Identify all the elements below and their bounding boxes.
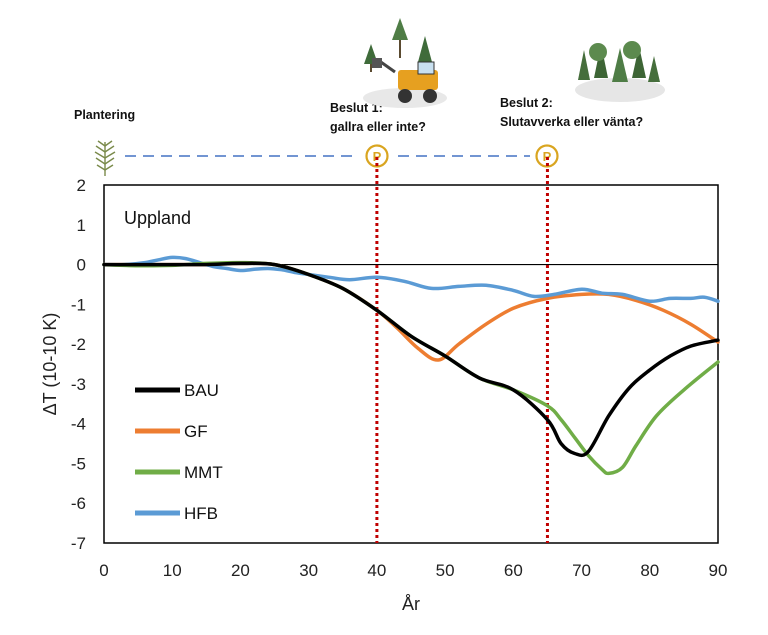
series-line-hfb [102,255,720,304]
y-tick-label-1: 1 [77,216,86,235]
harvester-forest-icon [363,18,447,108]
y-tick-label--1: -1 [71,295,86,314]
y-axis-ticks: 2 1 0 -1 -2 -3 -4 -5 -6 -7 [71,176,86,553]
decision-1-question: gallra eller inte? [330,120,426,134]
legend-label-gf: GF [184,422,208,441]
decision-1-title: Beslut 1: [330,101,383,115]
planting-label: Plantering [74,108,135,122]
x-tick-label-30: 30 [299,561,318,580]
x-tick-label-50: 50 [436,561,455,580]
x-axis-ticks: 0 10 20 30 40 50 60 70 80 90 [99,561,727,580]
y-axis-title: ΔT (10-10 K) [40,313,60,416]
decision-marker-2-letter: P [543,149,552,164]
region-label: Uppland [124,208,191,228]
y-tick-label--5: -5 [71,454,86,473]
series-line-gf [102,261,720,362]
x-tick-label-0: 0 [99,561,108,580]
decision-marker-1-letter: P [373,149,382,164]
y-tick-label-2: 2 [77,176,86,195]
y-tick-label--2: -2 [71,335,86,354]
x-tick-label-10: 10 [163,561,182,580]
y-tick-label--6: -6 [71,494,86,513]
decision-marker-1: P [365,144,389,168]
decision-lines [375,157,549,543]
decision-marker-2: P [535,144,559,168]
y-tick-label--4: -4 [71,415,86,434]
y-tick-label-0: 0 [77,256,86,275]
planting-seedling-icon [94,140,116,176]
x-tick-label-40: 40 [367,561,386,580]
y-tick-label--7: -7 [71,534,86,553]
y-tick-label--3: -3 [71,375,86,394]
legend-label-hfb: HFB [184,504,218,523]
legend-label-bau: BAU [184,381,219,400]
plot-area: 0 10 20 30 40 50 60 70 80 90 210-1-2-3-4-5-6-7 Up… [71,157,727,580]
x-tick-label-90: 90 [709,561,728,580]
x-axis-title: År [402,594,420,614]
x-tick-label-80: 80 [640,561,659,580]
series-lines [102,255,720,476]
forest-stand-icon [575,41,665,102]
plot-frame [103,184,719,544]
decision-2-question: Slutavverka eller vänta? [500,115,643,129]
x-tick-label-60: 60 [504,561,523,580]
decision-2-title: Beslut 2: [500,96,553,110]
x-tick-label-70: 70 [572,561,591,580]
legend: BAU GF MMT HFB [135,381,223,523]
series-line-bau [102,261,720,458]
legend-label-mmt: MMT [184,463,223,482]
x-tick-label-20: 20 [231,561,250,580]
timeline-annotations: Plantering P P Beslut 1: gallra eller in… [74,18,665,176]
